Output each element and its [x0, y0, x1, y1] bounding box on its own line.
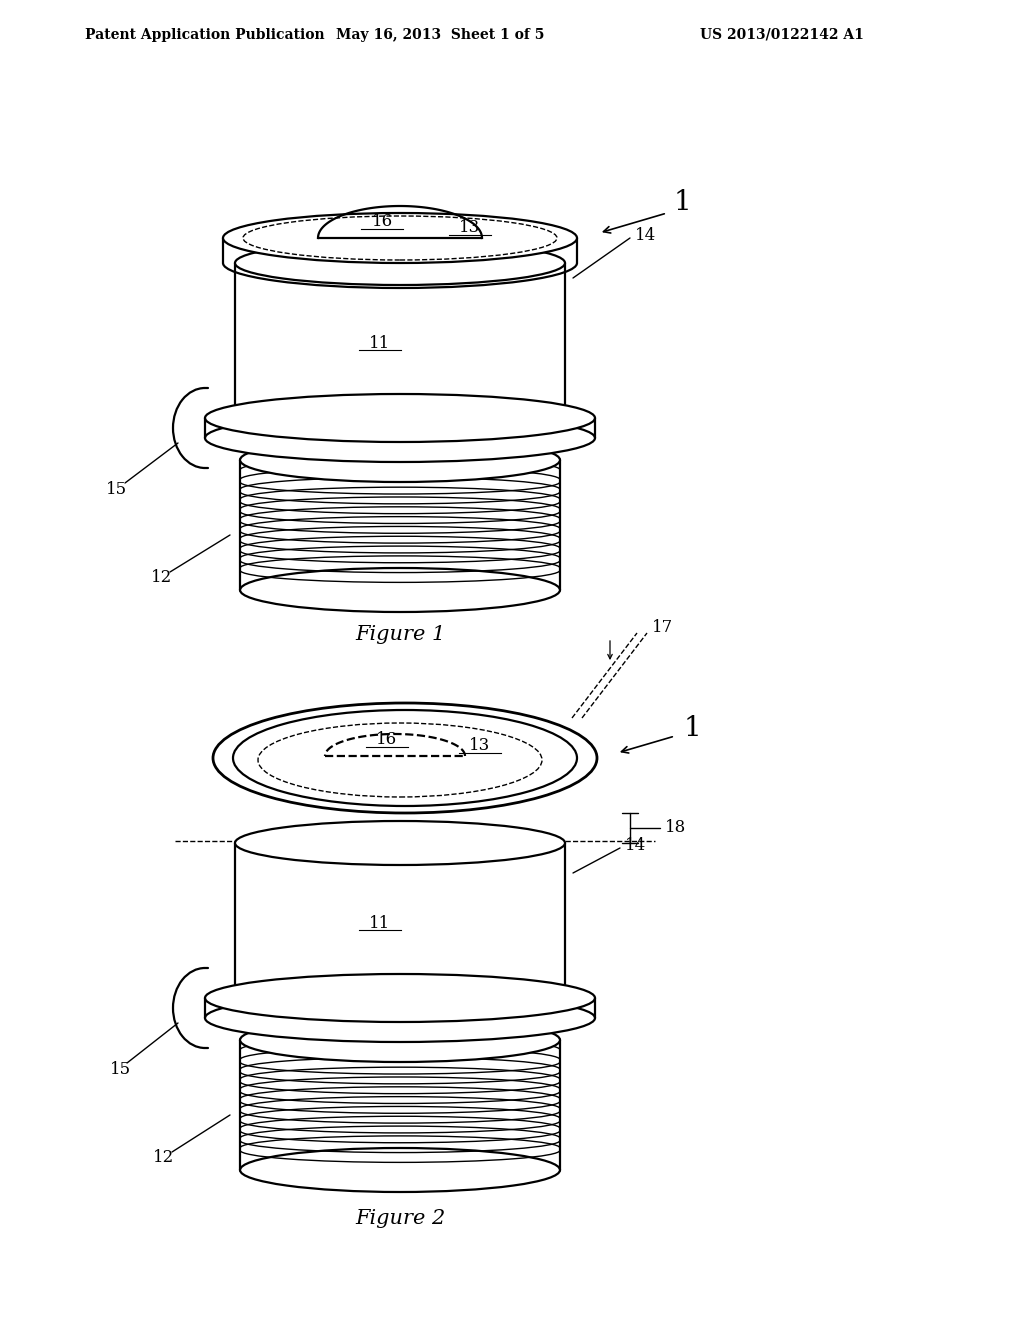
- Text: 1: 1: [673, 190, 691, 216]
- Text: 11: 11: [370, 334, 390, 351]
- Ellipse shape: [240, 1018, 560, 1063]
- Text: Figure 1: Figure 1: [355, 626, 445, 644]
- Text: 16: 16: [377, 731, 397, 748]
- Text: 1: 1: [683, 714, 700, 742]
- Text: 15: 15: [110, 1061, 131, 1078]
- Text: Figure 2: Figure 2: [355, 1209, 445, 1228]
- Ellipse shape: [205, 974, 595, 1022]
- Ellipse shape: [234, 821, 565, 865]
- Text: Patent Application Publication: Patent Application Publication: [85, 28, 325, 42]
- Text: 13: 13: [460, 219, 480, 236]
- Text: 13: 13: [469, 738, 490, 755]
- Text: 16: 16: [372, 214, 392, 231]
- Ellipse shape: [223, 213, 577, 263]
- Ellipse shape: [205, 393, 595, 442]
- Text: 11: 11: [370, 915, 390, 932]
- Ellipse shape: [240, 568, 560, 612]
- Ellipse shape: [240, 438, 560, 482]
- Text: 18: 18: [665, 820, 686, 837]
- Text: 12: 12: [152, 569, 173, 586]
- Text: 15: 15: [106, 482, 128, 499]
- Text: 14: 14: [625, 837, 646, 854]
- Ellipse shape: [205, 414, 595, 462]
- Text: US 2013/0122142 A1: US 2013/0122142 A1: [700, 28, 864, 42]
- Text: 17: 17: [652, 619, 673, 636]
- Ellipse shape: [233, 710, 577, 807]
- Ellipse shape: [234, 242, 565, 285]
- Text: 12: 12: [154, 1150, 175, 1167]
- Ellipse shape: [205, 994, 595, 1041]
- Ellipse shape: [213, 704, 597, 813]
- Text: May 16, 2013  Sheet 1 of 5: May 16, 2013 Sheet 1 of 5: [336, 28, 544, 42]
- Ellipse shape: [240, 1148, 560, 1192]
- Text: 14: 14: [635, 227, 656, 243]
